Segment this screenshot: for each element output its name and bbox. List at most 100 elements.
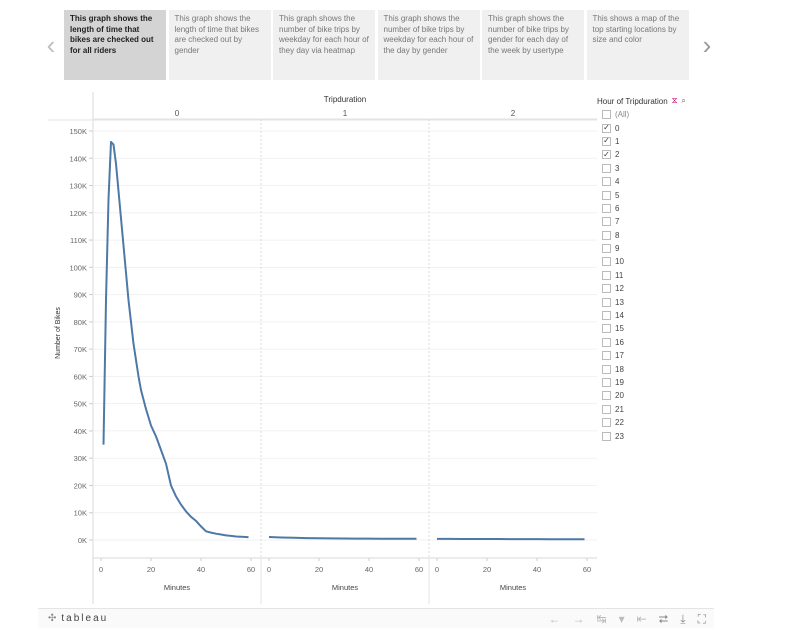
filter-item[interactable]: ✓ 0 <box>597 121 707 134</box>
checkbox-icon[interactable] <box>602 110 611 120</box>
x-tick-label: 40 <box>365 565 373 574</box>
filter-item[interactable]: 3 <box>597 162 707 175</box>
filter-item[interactable]: 21 <box>597 403 707 416</box>
checkbox-icon[interactable] <box>602 378 611 387</box>
filter-item-label: 1 <box>615 136 620 146</box>
checkbox-icon[interactable] <box>602 177 611 187</box>
filter-item[interactable]: 11 <box>597 269 707 282</box>
filter-item-label: 17 <box>615 351 624 361</box>
y-tick-label: 70K <box>74 345 87 354</box>
x-tick-label: 60 <box>583 565 591 574</box>
filter-item-label: 18 <box>615 364 624 374</box>
series-line-panel-1 <box>268 536 417 540</box>
search-icon[interactable]: ⌕ <box>681 96 686 105</box>
filter-item-label: 15 <box>615 324 624 334</box>
filter-item-label: 6 <box>615 203 620 213</box>
chart-title: Tripduration <box>324 95 366 104</box>
filter-item[interactable]: 7 <box>597 215 707 228</box>
tableau-logo[interactable]: ✣ tableau <box>48 613 108 624</box>
logo-text: tableau <box>61 613 109 624</box>
download-icon[interactable]: ⤓ <box>680 611 686 626</box>
checkbox-icon[interactable] <box>602 351 611 361</box>
story-point-2[interactable]: This graph shows the length of time that… <box>168 10 271 80</box>
filter-item[interactable]: 18 <box>597 362 707 375</box>
undo-icon[interactable]: ← <box>548 611 561 626</box>
checkbox-icon[interactable] <box>602 230 611 240</box>
filter-item[interactable]: 16 <box>597 336 707 349</box>
checkbox-icon[interactable] <box>602 284 611 294</box>
checkbox-icon[interactable] <box>602 190 611 200</box>
filter-item[interactable]: 6 <box>597 202 707 215</box>
checkbox-icon[interactable] <box>602 337 611 347</box>
y-tick-label: 80K <box>74 318 87 327</box>
revert-icon[interactable]: ↹ <box>596 611 607 626</box>
filter-item[interactable]: 10 <box>597 255 707 268</box>
checkbox-checked-icon[interactable]: ✓ <box>602 123 611 133</box>
story-point-6[interactable]: This shows a map of the top starting loc… <box>586 10 689 80</box>
x-tick-label: 0 <box>435 565 439 574</box>
filter-item-label: 16 <box>615 337 624 347</box>
filter-item-label: 19 <box>615 378 624 387</box>
filter-item[interactable]: 17 <box>597 349 707 362</box>
x-tick-label: 40 <box>197 565 205 574</box>
filter-item-label: 0 <box>615 123 620 133</box>
panel-header: 2 <box>511 109 516 118</box>
filter-item[interactable]: 14 <box>597 309 707 322</box>
clear-filter-icon[interactable]: ⧖ <box>671 96 678 105</box>
y-tick-label: 100K <box>69 263 87 272</box>
filter-item[interactable]: ✓ 1 <box>597 135 707 148</box>
story-point-5[interactable]: This graph shows the number of bike trip… <box>482 10 584 80</box>
filter-item-label: 3 <box>615 163 620 173</box>
share-icon[interactable]: ⮂ <box>658 611 669 626</box>
filter-item[interactable]: 13 <box>597 295 707 308</box>
filter-item[interactable]: 15 <box>597 322 707 335</box>
y-tick-label: 130K <box>69 182 87 191</box>
checkbox-icon[interactable] <box>602 364 611 374</box>
checkbox-icon[interactable] <box>602 257 611 267</box>
filter-item-label: 12 <box>615 284 624 294</box>
filter-item[interactable]: 12 <box>597 282 707 295</box>
filter-item[interactable]: 8 <box>597 229 707 242</box>
checkbox-icon[interactable] <box>602 391 611 401</box>
filter-item[interactable]: 22 <box>597 416 707 429</box>
checkbox-icon[interactable] <box>602 418 611 428</box>
filter-item-label: 20 <box>615 391 624 401</box>
filter-item[interactable]: 9 <box>597 242 707 255</box>
filter-item[interactable]: 5 <box>597 188 707 201</box>
checkbox-icon[interactable] <box>602 203 611 213</box>
filter-item[interactable]: ✓ 2 <box>597 148 707 161</box>
filter-item-label: 21 <box>615 404 624 414</box>
filter-item[interactable]: 20 <box>597 389 707 402</box>
checkbox-icon[interactable] <box>602 244 611 254</box>
checkbox-icon[interactable] <box>602 324 611 334</box>
story-point-1[interactable]: This graph shows the length of time that… <box>64 10 166 80</box>
chevron-left-icon[interactable]: ‹ <box>46 29 56 60</box>
fullscreen-icon[interactable]: ⛶ <box>697 611 706 626</box>
checkbox-icon[interactable] <box>602 270 611 280</box>
checkbox-icon[interactable] <box>602 163 611 173</box>
dropdown-icon[interactable]: ▾ <box>618 611 625 626</box>
checkbox-icon[interactable] <box>602 217 611 227</box>
checkbox-checked-icon[interactable]: ✓ <box>602 149 611 160</box>
filter-item[interactable]: 23 <box>597 429 707 442</box>
checkbox-icon[interactable] <box>602 431 611 441</box>
filter-item[interactable]: (All) <box>597 108 707 121</box>
reset-icon[interactable]: ⇤ <box>636 611 647 626</box>
checkbox-checked-icon[interactable]: ✓ <box>602 136 611 146</box>
filter-item[interactable]: 4 <box>597 175 707 188</box>
chevron-right-icon[interactable]: › <box>702 29 712 60</box>
filter-item-label: 8 <box>615 230 620 240</box>
toolbar: ✣ tableau ← → ↹ ▾ ⇤ ⮂ ⤓ ⛶ <box>38 608 714 628</box>
checkbox-icon[interactable] <box>602 311 611 321</box>
panel-header: 1 <box>343 109 348 118</box>
filter-item[interactable]: 19 <box>597 376 707 389</box>
checkbox-icon[interactable] <box>602 404 611 414</box>
redo-icon[interactable]: → <box>572 611 585 626</box>
x-tick-label: 20 <box>147 565 155 574</box>
tripduration-chart: Tripduration 0K 10K 20K 30K 40K 50K 60K 70K 80K 90… <box>0 88 600 608</box>
checkbox-icon[interactable] <box>602 297 611 307</box>
story-point-4[interactable]: This graph shows the number of bike trip… <box>377 10 480 80</box>
filter-item-label: 23 <box>615 431 624 441</box>
story-point-3[interactable]: This graph shows the number of bike trip… <box>273 10 375 80</box>
